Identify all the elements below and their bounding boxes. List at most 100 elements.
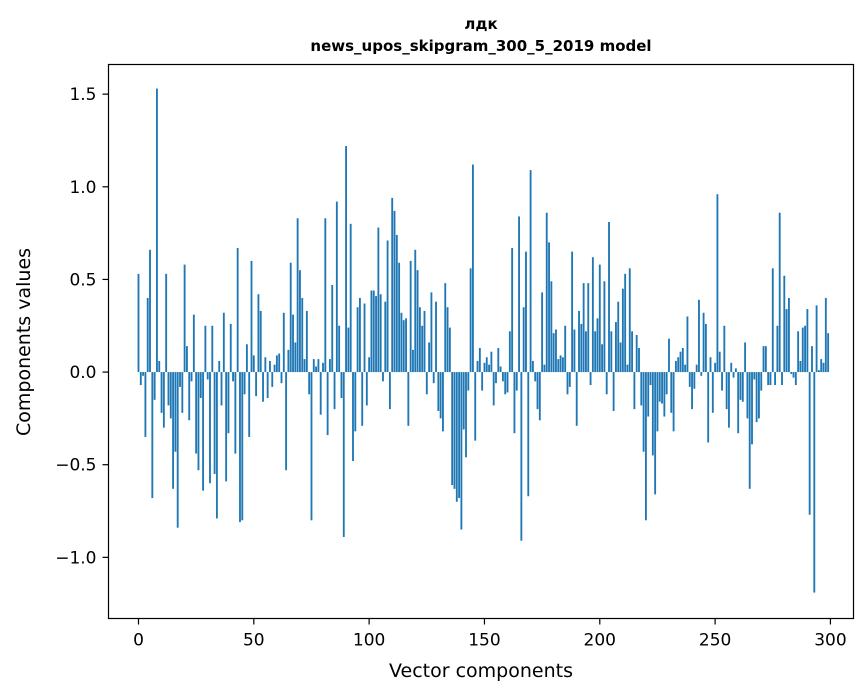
x-tick-label: 0 [133, 631, 144, 651]
bar [363, 303, 366, 373]
bar [192, 314, 195, 373]
bar [792, 372, 795, 378]
bar [578, 310, 580, 373]
bar [531, 360, 534, 373]
bar [395, 234, 398, 373]
bar [702, 312, 705, 373]
bar [393, 210, 396, 373]
bar [465, 372, 467, 458]
bar [674, 360, 677, 373]
bar [760, 372, 763, 391]
bar [222, 312, 225, 373]
bar [153, 372, 156, 400]
bar [347, 327, 350, 373]
bar [322, 362, 324, 373]
bar [451, 372, 454, 486]
bar [808, 372, 811, 515]
bar [561, 357, 564, 373]
bar [827, 333, 830, 373]
bar [333, 372, 336, 410]
bar [571, 251, 574, 373]
bar [654, 372, 657, 495]
bar [442, 372, 444, 432]
bar [485, 357, 488, 373]
bar [266, 372, 269, 399]
bar [455, 372, 458, 502]
bar [361, 372, 364, 426]
bar [610, 331, 613, 373]
bar [815, 305, 818, 373]
bar [156, 88, 158, 373]
bar [398, 262, 401, 373]
bar [239, 372, 241, 523]
bar [186, 346, 188, 373]
bar [647, 372, 650, 417]
bar [481, 372, 484, 391]
bar [730, 362, 733, 373]
bar [448, 327, 451, 373]
bar [695, 364, 698, 373]
bar [515, 372, 518, 391]
bar [788, 297, 790, 373]
bar [718, 351, 721, 373]
bar [564, 325, 567, 373]
bar [245, 344, 248, 373]
bar [617, 301, 620, 373]
bar [232, 372, 234, 382]
bar [176, 372, 179, 528]
bar [275, 355, 278, 373]
bar [716, 194, 719, 373]
bar [446, 307, 449, 373]
bar [144, 372, 147, 437]
bar [801, 327, 804, 373]
bar [209, 372, 211, 484]
bar [543, 364, 546, 373]
bar [638, 347, 640, 373]
bar [499, 366, 502, 373]
bar [755, 372, 758, 423]
bar [296, 218, 299, 373]
bar [377, 227, 380, 373]
bar-series [137, 88, 830, 593]
bar [241, 372, 244, 521]
bar [575, 372, 578, 426]
x-tick-label: 150 [468, 631, 500, 651]
bar [700, 372, 703, 376]
bar [174, 372, 177, 452]
bar [626, 364, 629, 373]
bar [435, 301, 437, 373]
y-tick-label: 1.0 [69, 178, 96, 198]
bar [661, 372, 663, 404]
bar [421, 325, 424, 373]
chart-subtitle: news_upos_skipgram_300_5_2019 model [310, 37, 651, 55]
bar [460, 372, 463, 530]
bar [199, 372, 202, 399]
bar [294, 342, 297, 373]
bar [430, 292, 433, 373]
bar [227, 372, 230, 434]
y-axis-ticks: −1.0 −0.5 0.0 0.5 1.0 1.5 [55, 85, 109, 568]
bar [388, 372, 391, 410]
bar [804, 325, 806, 373]
bar [483, 362, 486, 373]
bar [582, 283, 585, 373]
bar [723, 325, 726, 373]
bar [379, 294, 382, 373]
bar [536, 372, 539, 410]
plot-frame [107, 63, 855, 620]
bar [621, 288, 624, 373]
bar [580, 323, 583, 373]
bar [257, 294, 260, 373]
bar [714, 362, 717, 373]
bar [771, 268, 774, 373]
bar [794, 372, 797, 386]
bar [665, 372, 668, 395]
bar [183, 264, 186, 373]
bar [684, 364, 687, 373]
bar [817, 370, 820, 373]
bar [709, 357, 712, 373]
bar [635, 335, 638, 373]
bar [601, 344, 604, 373]
bar [490, 351, 493, 373]
